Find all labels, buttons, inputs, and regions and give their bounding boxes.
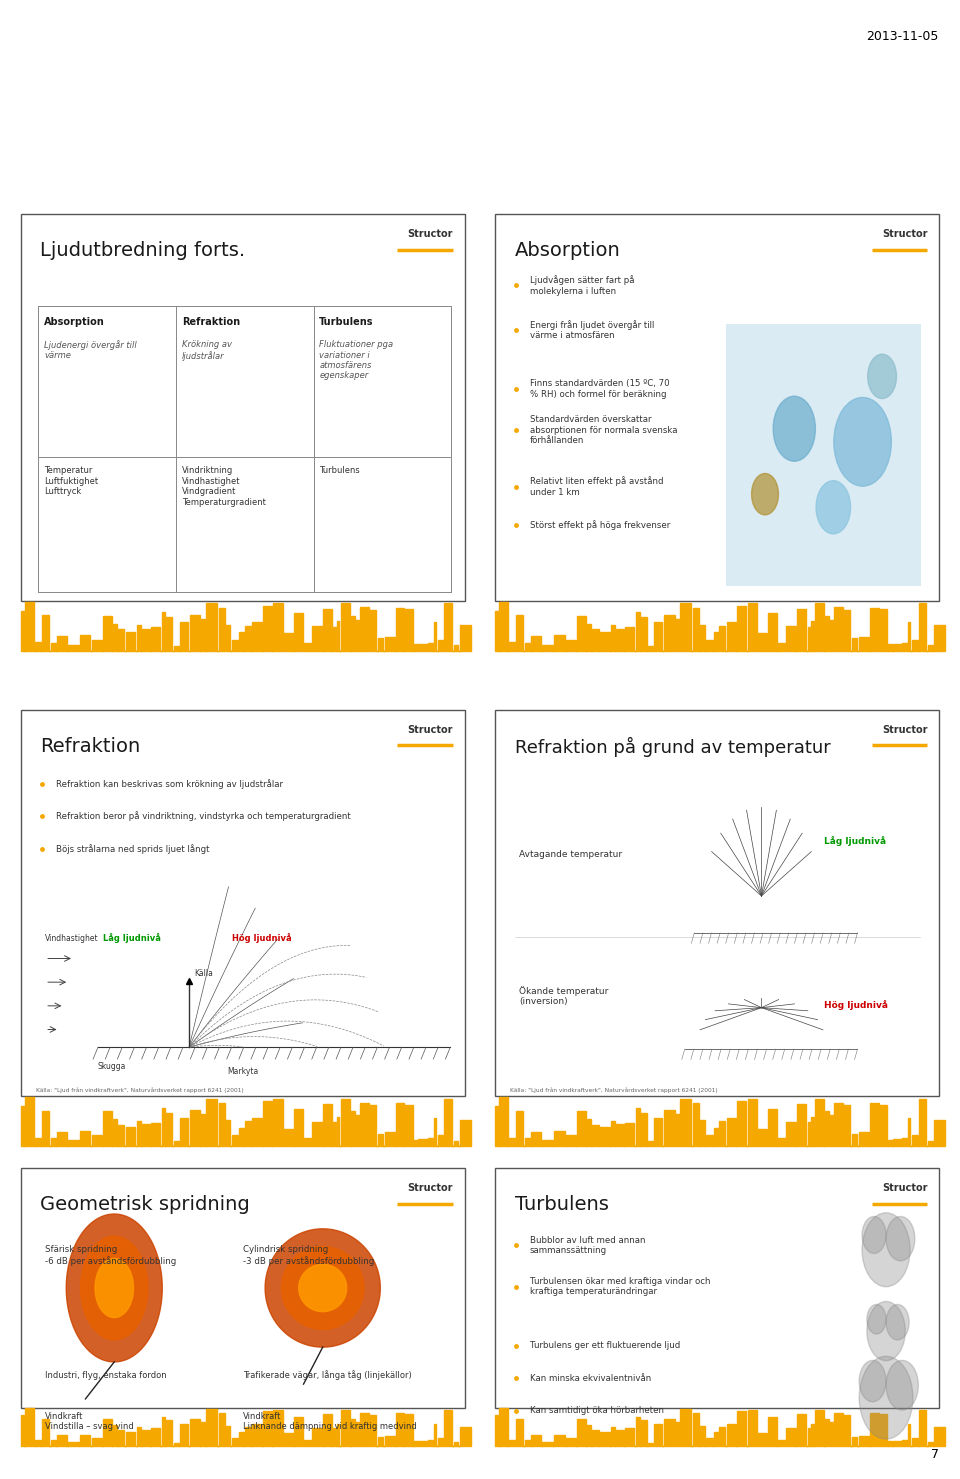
Text: Absorption: Absorption <box>44 317 105 327</box>
Polygon shape <box>81 1236 148 1340</box>
Text: Cylindrisk spridning
-3 dB per avståndsfördubbling: Cylindrisk spridning -3 dB per avståndsf… <box>243 1245 374 1266</box>
Text: Låg ljudnivå: Låg ljudnivå <box>824 836 886 846</box>
Polygon shape <box>21 1097 470 1146</box>
Text: Kan samtidigt öka hörbarheten: Kan samtidigt öka hörbarheten <box>530 1407 664 1415</box>
Text: Temperatur
Luftfuktighet
Lufttryck: Temperatur Luftfuktighet Lufttryck <box>44 466 98 495</box>
Text: Structor: Structor <box>882 725 927 735</box>
Polygon shape <box>21 602 470 651</box>
Text: Vindkraft
Vindstilla – svag vind: Vindkraft Vindstilla – svag vind <box>45 1412 133 1432</box>
Circle shape <box>886 1216 915 1260</box>
Text: Ökande temperatur
(inversion): Ökande temperatur (inversion) <box>519 985 609 1006</box>
Polygon shape <box>281 1247 364 1330</box>
Text: Markyta: Markyta <box>228 1066 259 1075</box>
Text: Kan minska ekvivalentnivån: Kan minska ekvivalentnivån <box>530 1374 651 1383</box>
Circle shape <box>867 1304 886 1334</box>
Text: Hög ljudnivå: Hög ljudnivå <box>824 1000 888 1010</box>
Text: Industri, flyg, enstaka fordon: Industri, flyg, enstaka fordon <box>45 1371 167 1380</box>
Text: Vindkraft
Linknande dämpning vid kraftig medvind: Vindkraft Linknande dämpning vid kraftig… <box>243 1412 417 1432</box>
Text: Refraktion: Refraktion <box>181 317 240 327</box>
Text: Standardvärden överskattar
absorptionen för normala svenska
förhållanden: Standardvärden överskattar absorptionen … <box>530 416 678 445</box>
Text: Låg ljudnivå: Låg ljudnivå <box>103 933 160 942</box>
Text: Ljudutbredning forts.: Ljudutbredning forts. <box>40 241 246 260</box>
Circle shape <box>834 398 892 487</box>
Text: Källa: Källa <box>194 969 213 978</box>
Text: Structor: Structor <box>408 1183 453 1194</box>
Text: Finns standardvärden (15 ºC, 70
% RH) och formel för beräkning: Finns standardvärden (15 ºC, 70 % RH) oc… <box>530 379 669 399</box>
Text: Absorption: Absorption <box>515 241 620 260</box>
Text: Refraktion kan beskrivas som krökning av ljudstrålar: Refraktion kan beskrivas som krökning av… <box>56 779 282 788</box>
Bar <box>21 710 465 1096</box>
Text: Geometrisk spridning: Geometrisk spridning <box>40 1195 250 1214</box>
Text: Vindhastighet: Vindhastighet <box>45 933 99 942</box>
Polygon shape <box>66 1214 162 1362</box>
Text: Skugga: Skugga <box>98 1062 127 1071</box>
Circle shape <box>868 353 897 398</box>
Polygon shape <box>495 1097 945 1146</box>
Circle shape <box>862 1213 910 1287</box>
Text: Refraktion på grund av temperatur: Refraktion på grund av temperatur <box>515 737 830 757</box>
Text: Böjs strålarna ned sprids ljuet långt: Böjs strålarna ned sprids ljuet långt <box>56 845 209 853</box>
Text: Structor: Structor <box>408 725 453 735</box>
Text: Avtagande temperatur: Avtagande temperatur <box>519 850 622 859</box>
Text: Turbulens: Turbulens <box>515 1195 609 1214</box>
Circle shape <box>773 396 815 461</box>
Circle shape <box>859 1361 886 1402</box>
Polygon shape <box>21 1408 470 1446</box>
Circle shape <box>816 481 851 534</box>
Bar <box>495 214 939 600</box>
Text: Turbulens: Turbulens <box>320 466 360 475</box>
Circle shape <box>867 1302 905 1361</box>
Text: Turbulens: Turbulens <box>320 317 373 327</box>
Polygon shape <box>95 1259 133 1318</box>
Text: Källa: "Ljud från vindkraftverk", Naturvårdsverket rapport 6241 (2001): Källa: "Ljud från vindkraftverk", Naturv… <box>36 1087 243 1093</box>
Text: Bubblor av luft med annan
sammanssättning: Bubblor av luft med annan sammanssättnin… <box>530 1235 645 1256</box>
Text: Störst effekt på höga frekvenser: Störst effekt på höga frekvenser <box>530 521 670 529</box>
Text: Krökning av 
ljudstrålar: Krökning av ljudstrålar <box>181 340 234 361</box>
Polygon shape <box>495 602 945 651</box>
Circle shape <box>859 1356 913 1439</box>
Polygon shape <box>265 1229 380 1347</box>
Circle shape <box>752 473 779 515</box>
Text: Fluktuationer pga
variationer i
atmosfärens
egenskaper: Fluktuationer pga variationer i atmosfär… <box>320 340 394 380</box>
Circle shape <box>862 1216 886 1254</box>
Circle shape <box>886 1361 919 1409</box>
Text: Relativt liten effekt på avstånd
under 1 km: Relativt liten effekt på avstånd under 1… <box>530 476 663 497</box>
Text: Källa: "Ljud från vindkraftverk", Naturvårdsverket rapport 6241 (2001): Källa: "Ljud från vindkraftverk", Naturv… <box>510 1087 717 1093</box>
Text: Turbulens ger ett fluktuerende ljud: Turbulens ger ett fluktuerende ljud <box>530 1341 681 1350</box>
Text: Energi från ljudet övergår till
värme i atmosfären: Energi från ljudet övergår till värme i … <box>530 319 655 340</box>
Text: 2013-11-05: 2013-11-05 <box>867 30 939 43</box>
Text: 7: 7 <box>931 1448 939 1461</box>
Text: Trafikerade vägar, långa tåg (linjekällor): Trafikerade vägar, långa tåg (linjekällo… <box>243 1371 412 1380</box>
Polygon shape <box>299 1265 347 1312</box>
Circle shape <box>886 1304 909 1340</box>
Bar <box>21 1168 465 1408</box>
Text: Structor: Structor <box>882 1183 927 1194</box>
Bar <box>495 1168 939 1408</box>
Text: Structor: Structor <box>408 229 453 240</box>
Text: Refraktion beror på vindriktning, vindstyrka och temperaturgradient: Refraktion beror på vindriktning, vindst… <box>56 812 350 821</box>
Text: Sfärisk spridning
-6 dB per avståndsfördubbling: Sfärisk spridning -6 dB per avståndsförd… <box>45 1245 177 1266</box>
Text: Ljudvågen sätter fart på
molekylerna i luften: Ljudvågen sätter fart på molekylerna i l… <box>530 275 635 296</box>
Text: Vindriktning
Vindhastighet
Vindgradient
Temperaturgradient: Vindriktning Vindhastighet Vindgradient … <box>181 466 266 507</box>
Bar <box>21 214 465 600</box>
Text: Turbulensen ökar med kraftiga vindar och
kraftiga temperaturändringar: Turbulensen ökar med kraftiga vindar och… <box>530 1276 710 1297</box>
Bar <box>726 324 922 586</box>
Polygon shape <box>495 1408 945 1446</box>
Text: Refraktion: Refraktion <box>40 737 140 756</box>
Bar <box>495 710 939 1096</box>
Text: Structor: Structor <box>882 229 927 240</box>
Text: Hög ljudnivå: Hög ljudnivå <box>232 933 292 942</box>
Text: Ljudenergi övergår till
värme: Ljudenergi övergår till värme <box>44 340 137 361</box>
